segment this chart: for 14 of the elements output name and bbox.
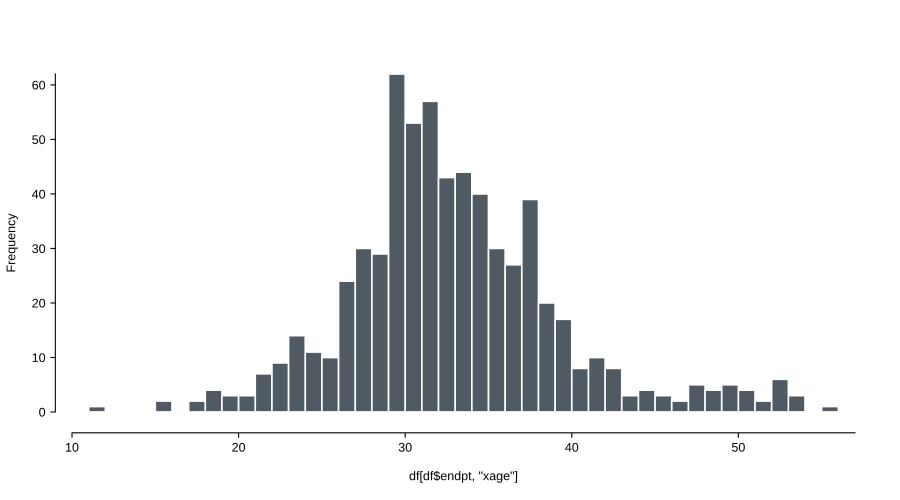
y-tick-label: 30 <box>32 244 46 254</box>
x-axis-title: df[df$endpt, "xage"] <box>410 470 518 483</box>
x-tick-label: 50 <box>732 442 745 452</box>
y-tick-label: 40 <box>32 190 46 199</box>
y-axis-title: Frequency <box>6 213 18 272</box>
x-tick-label: 30 <box>398 442 412 452</box>
y-tick-label: 20 <box>32 298 46 308</box>
y-tick-label: 50 <box>32 135 46 144</box>
y-tick-label: 10 <box>32 353 46 362</box>
x-tick-label: 40 <box>565 442 578 452</box>
y-tick-label: 0 <box>39 408 46 417</box>
y-tick-label: 60 <box>32 80 46 90</box>
x-tick-label: 10 <box>66 442 78 452</box>
x-tick-label: 20 <box>232 442 246 452</box>
